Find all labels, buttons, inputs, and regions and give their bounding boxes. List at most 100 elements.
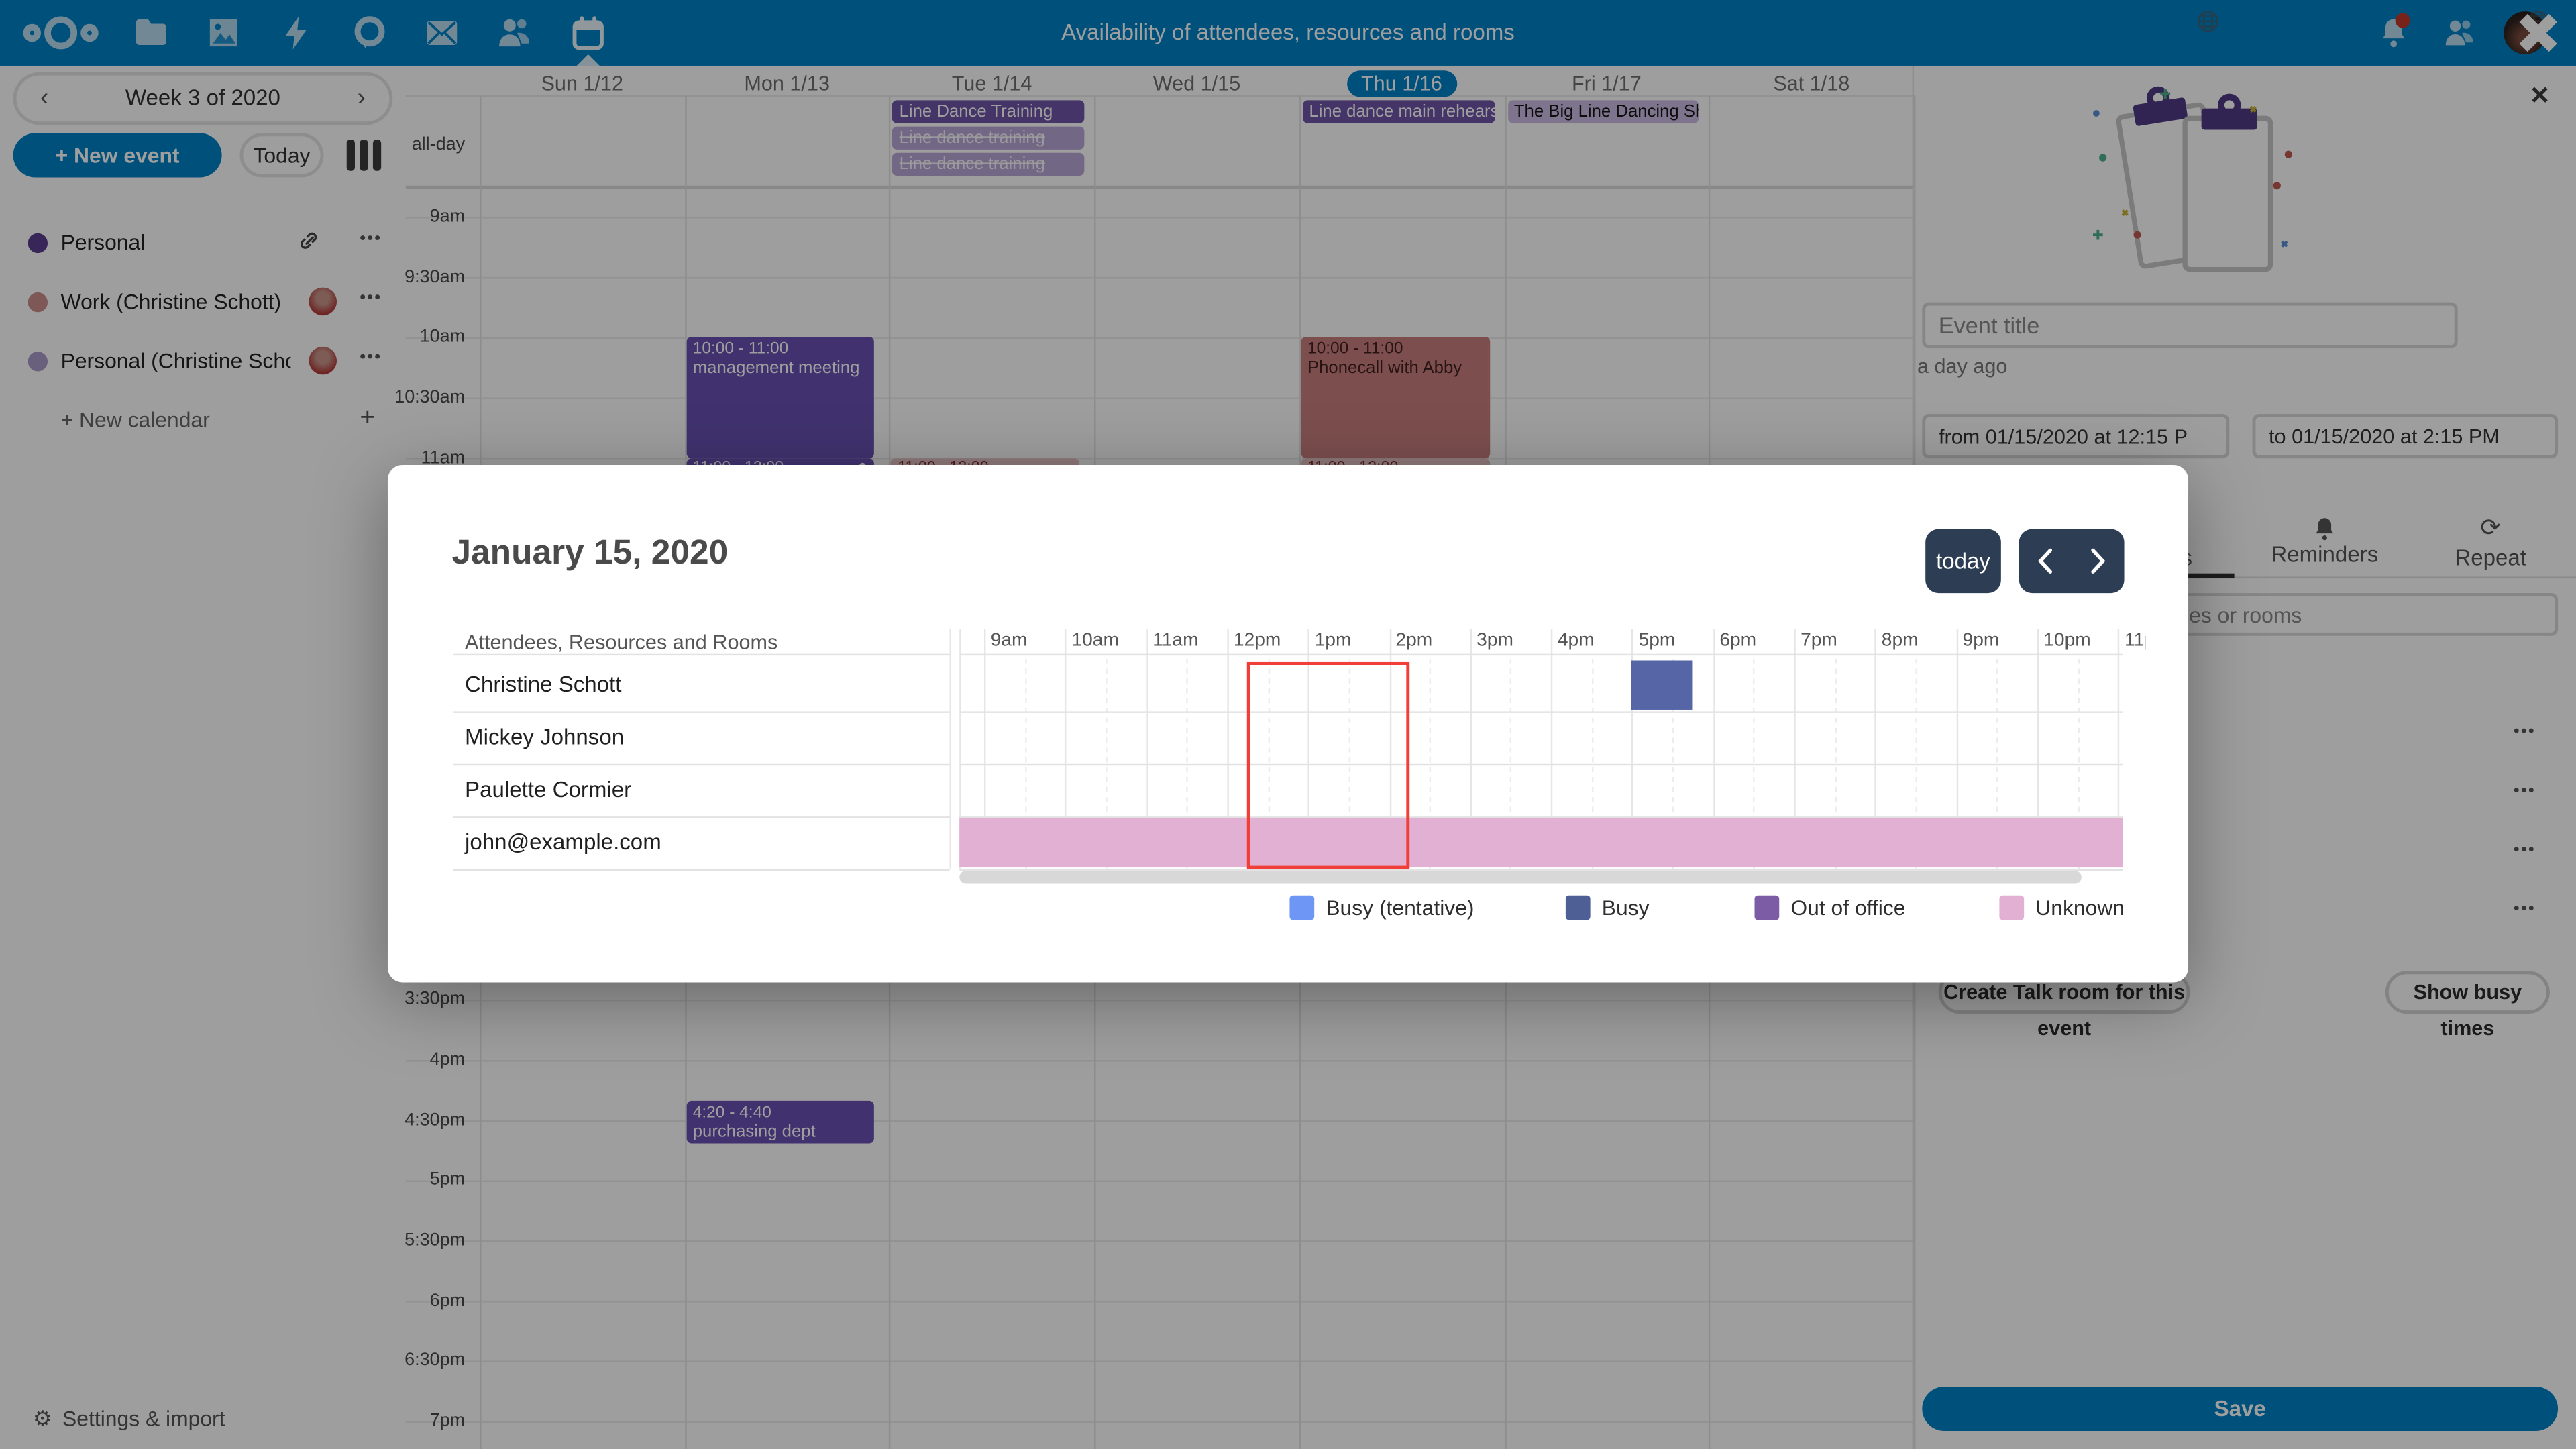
calendar-event[interactable]: 4:20 - 4:40 purchasing dept — [686, 1099, 875, 1143]
calendar-actions-menu[interactable]: ••• — [360, 289, 382, 307]
previous-week-button[interactable]: ‹ — [40, 83, 49, 112]
timeline-hour-line — [2118, 629, 2120, 859]
day-header[interactable]: Fri 1/17 — [1571, 72, 1642, 96]
day-header[interactable]: Wed 1/15 — [1152, 72, 1241, 96]
calendar-name: Personal (Christine Scho... — [60, 348, 291, 373]
tab-repeat[interactable]: ⟳ Repeat — [2415, 515, 2566, 578]
time-gutter-label: 5:30pm — [405, 1230, 466, 1250]
calendar-event[interactable]: 10:00 - 11:00 Phonecall with Abby — [1301, 337, 1490, 458]
legend-swatch — [1754, 895, 1780, 920]
contacts-icon[interactable] — [496, 15, 533, 51]
timeline-hour-line — [1875, 629, 1877, 859]
new-event-button[interactable]: + New event — [13, 133, 222, 178]
active-app-indicator — [576, 54, 600, 66]
calendar-list-item[interactable]: Work (Christine Schott) ••• — [0, 282, 406, 322]
table-header-attendees: Attendees, Resources and Rooms — [465, 631, 778, 654]
reminder-bell-icon — [2316, 518, 2334, 541]
timeline-hour-line — [1307, 629, 1310, 859]
contacts-menu-icon[interactable] — [2443, 16, 2476, 49]
show-busy-times-button[interactable]: Show busy times — [2385, 971, 2550, 1040]
allday-event[interactable]: Line dance training — [892, 126, 1085, 150]
all-day-label: all-day — [411, 134, 466, 155]
allday-event[interactable]: Line Dance Training — [892, 100, 1085, 123]
previous-day-icon[interactable] — [2032, 547, 2060, 576]
allday-event[interactable]: Line dance main rehearsal — [1302, 100, 1495, 123]
calendar-list-item[interactable]: Personal ••• — [0, 223, 406, 263]
time-gutter-label: 10:30am — [394, 387, 466, 408]
timeline-hour-line — [1389, 629, 1391, 859]
allday-event[interactable]: Line dance training — [892, 152, 1085, 176]
row-border — [453, 816, 950, 818]
timeline-hour-line — [1227, 629, 1229, 859]
attendee-actions-menu[interactable]: ••• — [2513, 782, 2536, 800]
timeline-left-edge — [959, 629, 961, 869]
attendee-actions-menu[interactable]: ••• — [2513, 841, 2536, 859]
event-title-input[interactable] — [1922, 302, 2458, 349]
attendee-actions-menu[interactable]: ••• — [2513, 722, 2536, 741]
time-gutter-label: 9:30am — [405, 267, 466, 287]
event-time-label: 10:00 - 11:00 — [692, 340, 789, 359]
row-border — [453, 869, 950, 871]
new-calendar-button[interactable]: + New calendar — [60, 407, 210, 433]
event-time-selection[interactable] — [1247, 661, 1409, 869]
close-sidebar-icon[interactable]: ✕ — [2529, 82, 2551, 111]
mail-icon[interactable] — [424, 15, 460, 51]
calendar-name: Personal — [60, 229, 146, 255]
legend-label: Busy (tentative) — [1326, 895, 1474, 920]
calendar-icon[interactable] — [570, 15, 606, 51]
event-end-input[interactable] — [2252, 414, 2559, 459]
files-icon[interactable] — [133, 15, 169, 51]
plus-icon[interactable]: + — [360, 404, 376, 433]
day-header[interactable]: Mon 1/13 — [744, 72, 830, 96]
event-title-label: management meeting — [692, 358, 860, 378]
time-gutter-label: 6pm — [429, 1291, 466, 1311]
attendee-row-name: Christine Schott — [465, 672, 622, 697]
day-header[interactable]: Thu 1/16 — [1299, 70, 1504, 97]
talk-icon[interactable] — [352, 15, 388, 51]
tab-reminders[interactable]: Reminders — [2235, 516, 2415, 578]
calendar-name: Work (Christine Schott) — [60, 289, 282, 314]
attendee-actions-menu[interactable]: ••• — [2513, 900, 2536, 918]
week-label[interactable]: Week 3 of 2020 — [125, 85, 280, 111]
next-week-button[interactable]: › — [357, 83, 366, 112]
legend-label: Out of office — [1790, 895, 1906, 920]
today-header-pill: Thu 1/16 — [1346, 70, 1457, 97]
calendar-actions-menu[interactable]: ••• — [360, 229, 382, 248]
modal-today-button[interactable]: today — [1925, 529, 2001, 594]
time-gutter-label: 4pm — [429, 1050, 466, 1070]
header-border — [453, 653, 950, 656]
activity-icon[interactable] — [279, 15, 315, 51]
photos-icon[interactable] — [205, 15, 241, 51]
day-header[interactable]: Tue 1/14 — [951, 72, 1032, 96]
day-header[interactable]: Sun 1/12 — [541, 72, 624, 96]
view-switcher-icon[interactable] — [346, 140, 382, 171]
timezone-globe-icon[interactable] — [2196, 10, 2219, 33]
time-gutter-label: 5pm — [429, 1170, 466, 1191]
table-horizontal-scrollbar[interactable] — [959, 870, 2082, 884]
next-day-icon[interactable] — [2083, 547, 2111, 576]
day-header[interactable]: Sat 1/18 — [1773, 72, 1850, 96]
event-start-input[interactable] — [1922, 414, 2230, 459]
nextcloud-logo-icon[interactable] — [23, 15, 99, 51]
divider — [1914, 576, 2576, 579]
today-button[interactable]: Today — [239, 133, 324, 178]
timeline-hour-line — [1470, 629, 1472, 859]
calendar-list-item[interactable]: Personal (Christine Scho... ••• — [0, 341, 406, 381]
calendar-owner-avatar — [309, 346, 337, 375]
timeline-hour-label: 1pm — [1314, 631, 1352, 651]
divider — [405, 185, 1915, 189]
time-gutter-label: 11am — [421, 447, 466, 468]
row-border — [959, 816, 2123, 818]
share-link-icon[interactable] — [297, 228, 322, 253]
allday-event[interactable]: The Big Line Dancing Show — [1507, 100, 1699, 123]
calendar-actions-menu[interactable]: ••• — [360, 348, 382, 367]
calendar-event[interactable]: 10:00 - 11:00 management meeting — [686, 337, 875, 458]
header-border — [959, 653, 2123, 656]
save-button[interactable]: Save — [1922, 1386, 2559, 1432]
row-border — [453, 711, 950, 713]
settings-import-link[interactable]: Settings & import — [62, 1406, 225, 1432]
close-overlay-icon[interactable] — [2510, 5, 2566, 60]
legend-label: Busy — [1601, 895, 1650, 920]
timeline-hour-label: 4pm — [1557, 631, 1595, 651]
